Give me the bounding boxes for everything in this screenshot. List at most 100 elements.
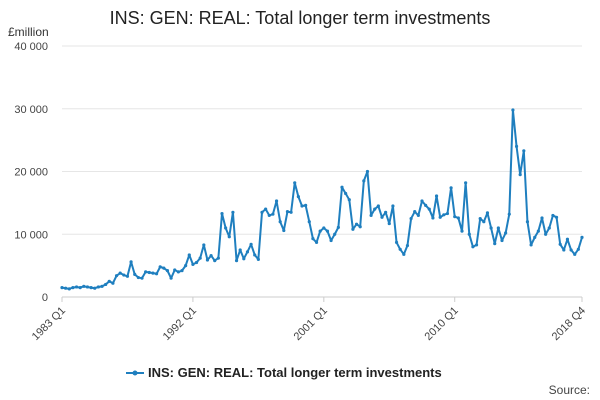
data-point[interactable] [300,204,304,208]
data-point[interactable] [504,231,508,235]
data-point[interactable] [224,226,228,230]
data-point[interactable] [267,213,271,218]
data-point[interactable] [256,257,260,261]
data-point[interactable] [231,210,235,214]
data-point[interactable] [529,243,533,247]
series-line[interactable] [61,109,583,290]
data-point[interactable] [314,240,319,245]
data-point[interactable] [289,210,293,214]
data-point[interactable] [264,207,268,211]
data-point[interactable] [558,242,562,246]
data-point[interactable] [551,213,555,218]
data-point[interactable] [282,228,286,233]
data-point[interactable] [191,262,195,266]
data-point[interactable] [525,220,530,224]
data-point[interactable] [136,275,140,280]
data-point[interactable] [271,212,275,216]
data-point[interactable] [405,243,410,248]
data-point[interactable] [398,247,402,251]
data-point[interactable] [362,179,366,183]
data-point[interactable] [427,207,431,211]
data-point[interactable] [365,169,370,174]
data-point[interactable] [482,220,486,224]
data-point[interactable] [245,250,250,254]
data-point[interactable] [445,211,450,216]
data-point[interactable] [336,225,340,229]
data-point[interactable] [380,215,384,219]
data-point[interactable] [580,235,584,239]
series-layer[interactable] [60,108,584,291]
data-point[interactable] [162,266,166,270]
data-point[interactable] [242,257,246,261]
legend[interactable]: INS: GEN: REAL: Total longer term invest… [126,365,442,380]
data-point[interactable] [220,211,224,216]
data-point[interactable] [293,181,297,185]
data-point[interactable] [144,270,148,274]
data-point[interactable] [205,258,210,262]
data-point[interactable] [358,225,362,229]
data-point[interactable] [187,253,191,257]
data-point[interactable] [198,256,202,260]
data-point[interactable] [416,213,420,218]
data-point[interactable] [184,264,188,268]
data-point[interactable] [489,226,493,230]
data-point[interactable] [569,248,573,252]
data-point[interactable] [344,191,348,196]
data-point[interactable] [318,229,322,233]
data-point[interactable] [82,284,86,288]
data-point[interactable] [129,260,133,264]
data-point[interactable] [424,203,428,207]
data-point[interactable] [274,199,279,203]
data-point[interactable] [165,269,170,273]
data-point[interactable] [540,216,544,220]
data-point[interactable] [493,242,497,246]
data-point[interactable] [322,226,326,230]
data-point[interactable] [296,195,300,199]
data-point[interactable] [147,270,151,275]
data-point[interactable] [234,259,239,263]
data-point[interactable] [340,185,344,189]
data-point[interactable] [431,216,435,220]
data-point[interactable] [194,260,199,265]
data-point[interactable] [333,232,337,236]
data-point[interactable] [202,243,206,247]
data-point[interactable] [169,276,173,280]
data-point[interactable] [260,210,264,214]
data-point[interactable] [478,216,482,221]
data-point[interactable] [373,207,377,211]
data-point[interactable] [347,198,351,202]
data-point[interactable] [547,226,551,230]
data-point[interactable] [394,240,399,245]
data-point[interactable] [565,237,570,241]
data-point[interactable] [158,265,162,269]
data-point[interactable] [434,194,439,198]
data-point[interactable] [438,215,442,219]
data-point[interactable] [456,216,460,220]
data-point[interactable] [93,286,97,290]
data-point[interactable] [562,248,566,252]
data-point[interactable] [227,235,231,239]
data-point[interactable] [209,253,213,258]
data-point[interactable] [213,259,217,263]
data-point[interactable] [544,232,548,236]
data-point[interactable] [402,252,406,256]
data-point[interactable] [100,284,104,288]
data-point[interactable] [311,237,315,241]
data-point[interactable] [176,270,180,274]
data-point[interactable] [278,220,282,224]
data-point[interactable] [413,210,417,214]
data-point[interactable] [96,285,100,289]
data-point[interactable] [253,253,257,257]
data-point[interactable] [249,242,253,246]
data-point[interactable] [507,212,511,216]
data-point[interactable] [122,273,126,277]
data-point[interactable] [285,210,290,214]
data-point[interactable] [442,213,446,217]
data-point[interactable] [180,269,184,273]
data-point[interactable] [522,149,526,153]
data-point[interactable] [325,229,330,233]
data-point[interactable] [133,272,137,277]
data-point[interactable] [307,220,311,224]
data-point[interactable] [304,203,308,207]
data-point[interactable] [511,108,515,112]
